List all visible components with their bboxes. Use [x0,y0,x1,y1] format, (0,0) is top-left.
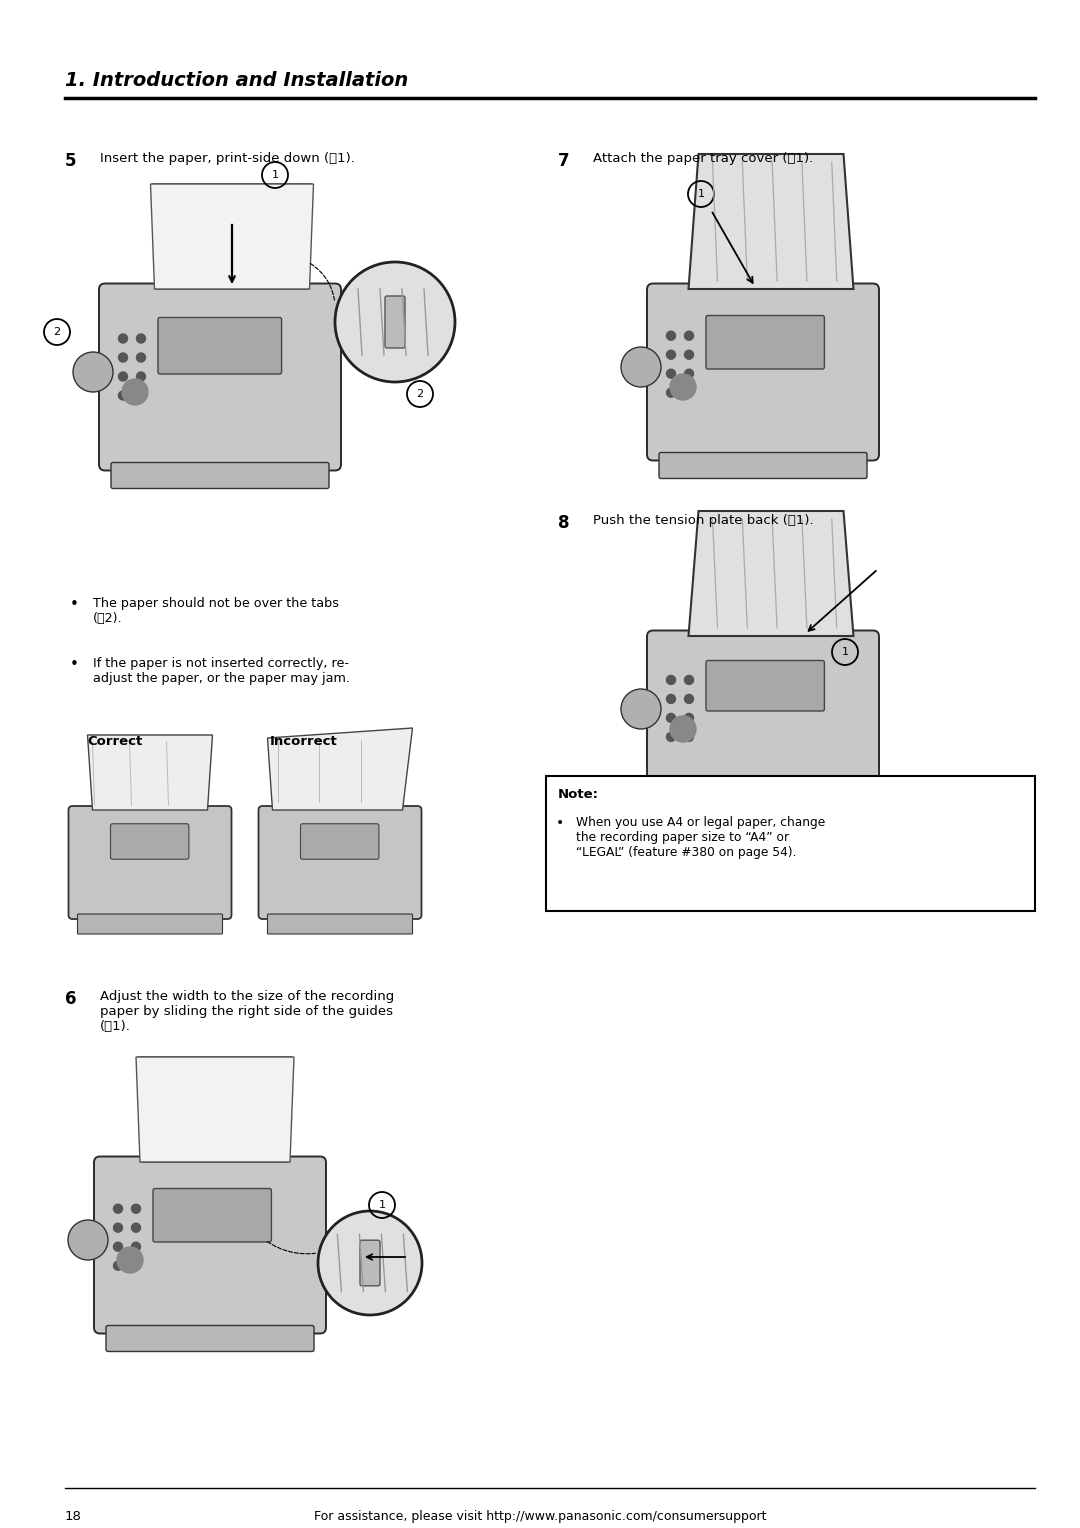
Circle shape [132,1261,140,1270]
FancyBboxPatch shape [268,914,413,934]
Circle shape [685,714,693,723]
Circle shape [136,353,146,362]
Circle shape [318,1212,422,1316]
Circle shape [119,391,127,400]
Circle shape [666,370,675,379]
FancyBboxPatch shape [659,452,867,478]
Text: The paper should not be over the tabs
(␲2).: The paper should not be over the tabs (␲… [93,597,339,625]
Circle shape [685,332,693,341]
Text: 1. Introduction and Installation: 1. Introduction and Installation [65,70,408,90]
Circle shape [119,335,127,342]
Circle shape [666,694,675,703]
Text: When you use A4 or legal paper, change
the recording paper size to “A4” or
“LEGA: When you use A4 or legal paper, change t… [576,816,825,859]
Text: Push the tension plate back (␱1).: Push the tension plate back (␱1). [593,513,813,527]
Polygon shape [136,1057,294,1161]
Polygon shape [150,183,313,289]
Circle shape [621,347,661,387]
Text: 8: 8 [558,513,569,532]
Circle shape [119,353,127,362]
Circle shape [685,370,693,379]
Text: Adjust the width to the size of the recording
paper by sliding the right side of: Adjust the width to the size of the reco… [100,990,394,1033]
FancyBboxPatch shape [659,790,867,816]
FancyBboxPatch shape [300,824,379,859]
FancyBboxPatch shape [99,284,341,471]
Circle shape [119,371,127,380]
Text: •: • [70,657,79,672]
Text: Incorrect: Incorrect [270,735,338,749]
FancyBboxPatch shape [106,1325,314,1351]
Polygon shape [139,1057,291,1161]
Text: Insert the paper, print-side down (␱1).: Insert the paper, print-side down (␱1). [100,151,355,165]
Circle shape [113,1204,122,1213]
FancyBboxPatch shape [706,315,824,368]
Circle shape [685,388,693,397]
Circle shape [136,391,146,400]
Text: For assistance, please visit http://www.panasonic.com/consumersupport: For assistance, please visit http://www.… [314,1510,766,1523]
Circle shape [132,1242,140,1251]
Circle shape [666,714,675,723]
Polygon shape [268,727,413,810]
Text: 5: 5 [65,151,77,170]
FancyBboxPatch shape [706,660,824,711]
Circle shape [666,350,675,359]
Circle shape [335,261,455,382]
Polygon shape [154,183,310,289]
Circle shape [68,1219,108,1261]
Text: 1: 1 [378,1199,386,1210]
FancyBboxPatch shape [110,824,189,859]
Circle shape [117,1247,143,1273]
Circle shape [113,1224,122,1232]
Text: •: • [556,816,564,830]
Text: Attach the paper tray cover (␱1).: Attach the paper tray cover (␱1). [593,151,813,165]
Circle shape [73,351,113,393]
Text: 2: 2 [53,327,60,338]
FancyBboxPatch shape [158,318,282,374]
FancyBboxPatch shape [258,805,421,918]
FancyBboxPatch shape [111,463,329,489]
FancyBboxPatch shape [647,631,879,798]
Text: 1: 1 [271,170,279,180]
Polygon shape [689,510,853,636]
Polygon shape [152,183,312,289]
Circle shape [666,332,675,341]
FancyBboxPatch shape [94,1157,326,1334]
Circle shape [685,675,693,685]
FancyBboxPatch shape [384,296,405,348]
Circle shape [685,350,693,359]
Circle shape [132,1204,140,1213]
Text: Note:: Note: [558,788,599,801]
Circle shape [136,371,146,380]
FancyBboxPatch shape [647,284,879,460]
Circle shape [132,1224,140,1232]
Circle shape [666,675,675,685]
Text: If the paper is not inserted correctly, re-
adjust the paper, or the paper may j: If the paper is not inserted correctly, … [93,657,350,685]
Circle shape [670,374,696,400]
Circle shape [621,689,661,729]
Circle shape [685,732,693,741]
Text: 18: 18 [65,1510,82,1523]
Polygon shape [87,735,213,810]
Circle shape [136,335,146,342]
Circle shape [113,1242,122,1251]
Text: 7: 7 [558,151,569,170]
Circle shape [685,694,693,703]
FancyBboxPatch shape [360,1241,380,1285]
Circle shape [670,717,696,743]
Text: Correct: Correct [87,735,143,749]
Circle shape [113,1261,122,1270]
FancyBboxPatch shape [546,776,1035,911]
Circle shape [122,379,148,405]
Text: 6: 6 [65,990,77,1008]
Text: 2: 2 [417,390,423,399]
FancyBboxPatch shape [153,1189,271,1242]
FancyBboxPatch shape [78,914,222,934]
Polygon shape [138,1057,293,1161]
Circle shape [666,732,675,741]
Polygon shape [689,154,853,289]
Text: 1: 1 [841,646,849,657]
FancyBboxPatch shape [68,805,231,918]
Circle shape [666,388,675,397]
Text: •: • [70,597,79,613]
Text: 1: 1 [698,189,704,199]
